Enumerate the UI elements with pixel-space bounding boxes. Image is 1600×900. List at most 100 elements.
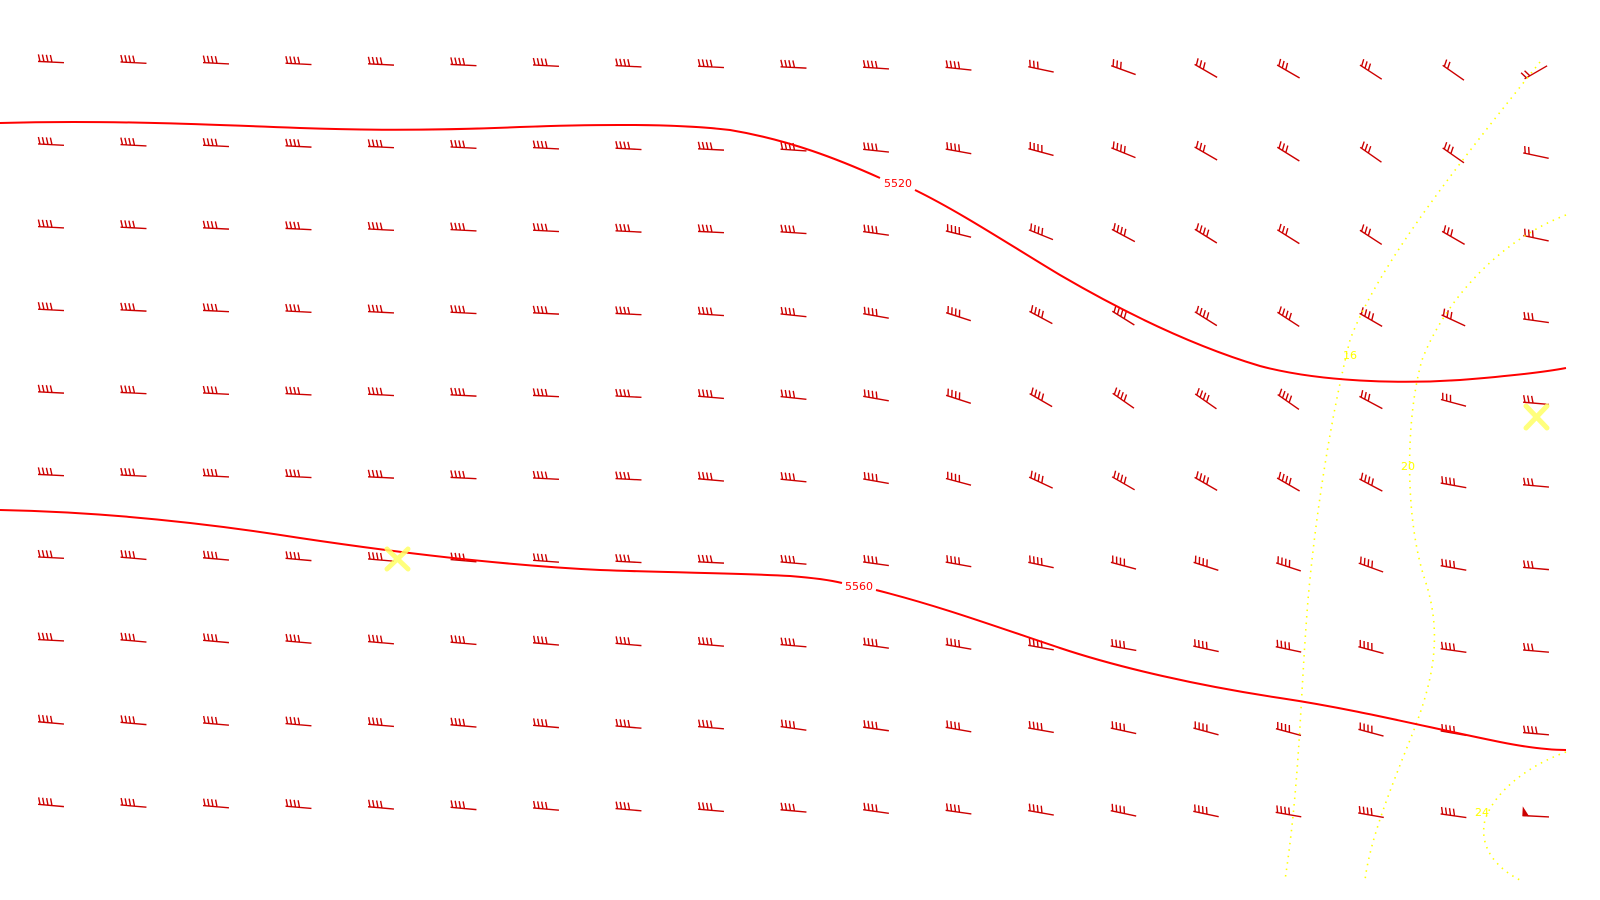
wind-barb xyxy=(615,58,642,68)
wind-barb xyxy=(202,798,230,809)
wind-barb xyxy=(1194,58,1218,79)
wind-barb xyxy=(697,224,725,234)
wind-barb xyxy=(697,636,725,647)
isotach-24-line xyxy=(1482,751,1567,881)
wind-barb xyxy=(450,139,477,150)
wind-barb xyxy=(1277,306,1300,328)
wind-barb xyxy=(1028,141,1054,157)
wind-barb xyxy=(615,718,642,729)
wind-barb xyxy=(450,717,477,728)
wind-barb xyxy=(202,138,230,148)
wind-barb xyxy=(1276,58,1300,79)
wind-barb xyxy=(615,554,642,564)
wind-barb xyxy=(202,715,230,726)
wind-barb xyxy=(1358,639,1384,655)
wind-barb xyxy=(285,138,312,148)
wind-barb xyxy=(1359,141,1382,163)
wind-barb xyxy=(37,219,65,229)
wind-barb xyxy=(697,802,725,813)
wind-barb xyxy=(532,800,560,811)
wind-barb xyxy=(780,637,807,648)
wind-barb xyxy=(1522,477,1550,488)
wind-barb xyxy=(1358,805,1384,819)
wind-barb xyxy=(285,799,312,810)
wind-barb xyxy=(945,142,972,155)
wind-barb xyxy=(1275,556,1302,572)
wind-barb xyxy=(1194,140,1218,161)
wind-barb xyxy=(1520,65,1548,80)
wind-barb xyxy=(285,633,312,644)
wind-barb xyxy=(863,720,889,732)
wind-barb xyxy=(120,715,147,726)
wind-barb xyxy=(945,720,972,733)
wind-barb xyxy=(945,224,972,238)
wind-barb xyxy=(202,220,230,230)
wind-barb xyxy=(697,719,725,730)
wind-barb xyxy=(697,389,725,400)
wind-barb xyxy=(1275,639,1302,653)
wind-barb xyxy=(285,303,312,314)
wind-barb xyxy=(1442,141,1465,164)
wind-barb xyxy=(1441,308,1466,327)
wind-barb xyxy=(615,223,642,233)
wind-barb xyxy=(780,306,807,318)
wind-barb xyxy=(945,637,972,650)
wind-barb xyxy=(532,470,560,481)
wind-barb xyxy=(1194,387,1217,410)
wind-barb xyxy=(120,632,147,643)
wind-barb xyxy=(367,551,395,562)
wind-barb xyxy=(1111,305,1135,326)
wind-barb xyxy=(1110,638,1137,652)
wind-barb xyxy=(1028,470,1053,489)
wind-barb xyxy=(863,554,889,567)
wind-barb xyxy=(1111,141,1136,159)
wind-barb xyxy=(697,554,725,564)
wind-barb xyxy=(1359,390,1383,410)
wind-barb xyxy=(285,469,312,479)
wind-barb xyxy=(1028,803,1054,816)
wind-barb xyxy=(697,59,725,69)
wind-barb xyxy=(863,306,889,319)
wind-barb xyxy=(450,305,477,315)
wind-barb xyxy=(367,56,395,66)
wind-barb xyxy=(285,716,312,727)
wind-barb xyxy=(1193,804,1219,818)
wind-barb xyxy=(202,385,230,396)
wind-barb xyxy=(1111,470,1135,491)
wind-barb xyxy=(1276,471,1300,492)
wind-barb xyxy=(532,388,560,398)
wind-barb xyxy=(1442,59,1465,81)
wind-barb xyxy=(1028,59,1054,73)
wind-barb xyxy=(1440,392,1467,407)
wind-barb xyxy=(780,719,807,731)
wind-barb xyxy=(863,471,889,485)
wind-barb xyxy=(1193,721,1219,736)
wind-barb xyxy=(697,471,725,482)
wind-barb xyxy=(1111,223,1136,243)
wind-barb xyxy=(367,799,395,810)
wind-barb xyxy=(615,636,642,647)
isotach-20-label: 20 xyxy=(1401,460,1415,473)
wind-barb xyxy=(450,635,477,646)
wind-barb xyxy=(780,472,807,483)
wind-barb xyxy=(1028,720,1054,734)
wind-barb xyxy=(120,54,147,65)
wind-barb xyxy=(1358,722,1384,737)
wind-barb xyxy=(202,633,230,644)
wind-barb xyxy=(120,220,147,230)
wind-barb xyxy=(37,54,65,64)
wind-barb xyxy=(780,389,807,400)
wind-barb xyxy=(37,549,65,560)
wind-barb xyxy=(863,637,889,649)
wind-barb xyxy=(945,388,972,404)
wind-barb xyxy=(120,467,147,478)
wind-barb xyxy=(780,59,807,69)
wind-barb xyxy=(120,550,147,561)
wind-barb xyxy=(450,57,477,67)
wind-barb xyxy=(615,388,642,399)
wind-barb xyxy=(532,553,560,563)
wind-barb xyxy=(1029,387,1053,408)
wind-barb xyxy=(450,387,477,397)
wind-barb xyxy=(615,801,642,812)
